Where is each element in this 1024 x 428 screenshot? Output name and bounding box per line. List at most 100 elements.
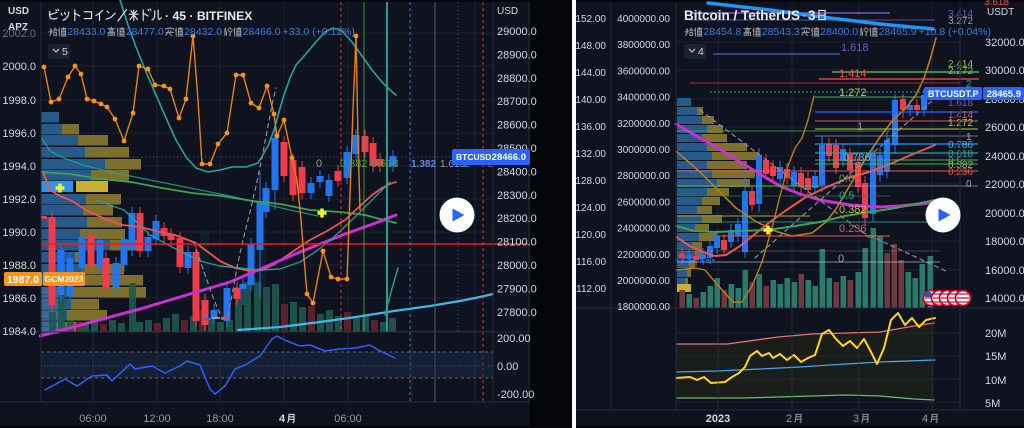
svg-text:1: 1 (857, 121, 863, 133)
svg-text:22000.0: 22000.0 (985, 179, 1024, 191)
svg-text:29000.0: 29000.0 (497, 26, 537, 38)
svg-text:26000.0: 26000.0 (985, 122, 1024, 134)
svg-text:GCM2023: GCM2023 (45, 274, 84, 284)
svg-text:1984.0: 1984.0 (2, 326, 36, 338)
svg-text:2.272: 2.272 (948, 66, 973, 77)
svg-text:0.786: 0.786 (948, 140, 973, 151)
svg-text:3: 3 (853, 413, 859, 425)
svg-text:0.61: 0.61 (839, 173, 860, 185)
svg-text:USD: USD (497, 6, 518, 17)
svg-text:30000.0: 30000.0 (985, 65, 1024, 77)
svg-text:0.00: 0.00 (497, 361, 518, 373)
svg-text:116.00: 116.00 (576, 257, 606, 268)
svg-text:3.272: 3.272 (948, 16, 973, 27)
svg-text:15M: 15M (985, 351, 1006, 363)
svg-text:-200.00: -200.00 (497, 389, 534, 401)
svg-text:Bitcoin / TetherUS: Bitcoin / TetherUS (684, 8, 800, 23)
svg-text:28000.0: 28000.0 (497, 260, 537, 272)
svg-text:0.5: 0.5 (839, 190, 854, 202)
svg-text:0.236: 0.236 (948, 167, 973, 178)
svg-text:1990.0: 1990.0 (2, 227, 36, 239)
svg-text:128.00: 128.00 (575, 176, 606, 187)
svg-text:2800000.00: 2800000.00 (617, 171, 670, 182)
svg-text:3.414: 3.414 (948, 9, 973, 20)
svg-text:3800000.00: 3800000.00 (617, 40, 670, 51)
svg-text:28465.9: 28465.9 (879, 26, 917, 38)
svg-text:28300.0: 28300.0 (497, 190, 537, 202)
svg-text:3: 3 (808, 8, 816, 23)
svg-text:1800000.00: 1800000.00 (617, 302, 670, 313)
svg-text:1996.0: 1996.0 (2, 128, 36, 140)
svg-text:BTCUSD: BTCUSD (456, 152, 491, 162)
svg-text:1994.0: 1994.0 (2, 161, 36, 173)
svg-text:3600000.00: 3600000.00 (617, 66, 670, 77)
svg-text:0: 0 (966, 179, 972, 190)
svg-text:0.382: 0.382 (839, 204, 867, 216)
svg-text:4: 4 (279, 413, 286, 425)
svg-text:10M: 10M (985, 375, 1006, 387)
svg-text:28477.0: 28477.0 (126, 26, 164, 38)
svg-text:1987.0: 1987.0 (7, 274, 39, 286)
svg-text:148.00: 148.00 (575, 41, 606, 52)
svg-text:18:00: 18:00 (206, 413, 234, 425)
svg-text:3.618: 3.618 (984, 0, 1009, 8)
svg-text:0.236: 0.236 (839, 223, 867, 235)
svg-text:+33.0 (+0.12%): +33.0 (+0.12%) (283, 26, 355, 38)
svg-text:20000.0: 20000.0 (985, 208, 1024, 220)
svg-text:2: 2 (966, 79, 972, 90)
svg-text:28466.0: 28466.0 (243, 26, 281, 38)
svg-text:1998.0: 1998.0 (2, 95, 36, 107)
svg-text:0.5: 0.5 (948, 156, 962, 167)
svg-text:0.618: 0.618 (948, 149, 973, 160)
svg-text:28433.0: 28433.0 (67, 26, 105, 38)
svg-text:16000.0: 16000.0 (985, 265, 1024, 277)
svg-text:USDT: USDT (987, 7, 1014, 18)
svg-text:3000000.00: 3000000.00 (617, 145, 670, 156)
svg-text:3200000.00: 3200000.00 (617, 119, 670, 130)
svg-text:2000.0: 2000.0 (2, 61, 36, 73)
svg-text:2400000.00: 2400000.00 (617, 224, 670, 235)
svg-text:1: 1 (966, 132, 972, 143)
svg-text:2002.0: 2002.0 (2, 28, 36, 40)
svg-text:1988.0: 1988.0 (2, 260, 36, 272)
svg-text:28200.0: 28200.0 (497, 213, 537, 225)
svg-text:4: 4 (922, 413, 928, 425)
svg-text:28454.8: 28454.8 (703, 26, 741, 38)
svg-text:28800.0: 28800.0 (497, 73, 537, 85)
svg-text:· 45 · BITFINEX: · 45 · BITFINEX (165, 9, 253, 23)
svg-text:0: 0 (838, 253, 844, 265)
svg-text:4000000.00: 4000000.00 (617, 14, 670, 25)
svg-text:28466.0: 28466.0 (492, 152, 526, 163)
svg-text:28100.0: 28100.0 (497, 237, 537, 249)
svg-text:28400.0: 28400.0 (497, 166, 537, 178)
svg-text:1986.0: 1986.0 (2, 293, 36, 305)
svg-text:132.00: 132.00 (575, 149, 606, 160)
svg-text:152.00: 152.00 (575, 14, 606, 25)
svg-text:5M: 5M (985, 398, 1000, 410)
svg-text:140.00: 140.00 (575, 95, 606, 106)
svg-text:136.00: 136.00 (575, 122, 606, 133)
svg-text:1.414: 1.414 (948, 110, 973, 121)
svg-text:APZ: APZ (8, 22, 28, 33)
svg-text:2200000.00: 2200000.00 (617, 250, 670, 261)
svg-text:144.00: 144.00 (575, 68, 606, 79)
svg-text:2600000.00: 2600000.00 (617, 197, 670, 208)
svg-text:2.414: 2.414 (948, 59, 973, 70)
svg-text:1.272: 1.272 (948, 118, 973, 129)
svg-text:0.786: 0.786 (843, 152, 871, 164)
svg-text:06:00: 06:00 (79, 413, 107, 425)
svg-text:112.00: 112.00 (576, 284, 606, 295)
svg-text:1992.0: 1992.0 (2, 194, 36, 206)
svg-text:12:00: 12:00 (143, 413, 171, 425)
svg-text:14000.0: 14000.0 (985, 293, 1024, 305)
svg-text:1.272: 1.272 (839, 87, 867, 99)
svg-text:28700.0: 28700.0 (497, 96, 537, 108)
svg-text:1.618: 1.618 (841, 42, 869, 54)
svg-text:28432.0: 28432.0 (184, 26, 222, 38)
svg-text:BTCUSDT.P: BTCUSDT.P (928, 89, 979, 99)
svg-text:20M: 20M (985, 328, 1006, 340)
svg-text:0.618: 0.618 (371, 158, 399, 170)
svg-text:+10.8 (+0.04%): +10.8 (+0.04%) (919, 26, 991, 38)
svg-text:200.00: 200.00 (497, 333, 531, 345)
svg-text:2: 2 (786, 413, 792, 425)
